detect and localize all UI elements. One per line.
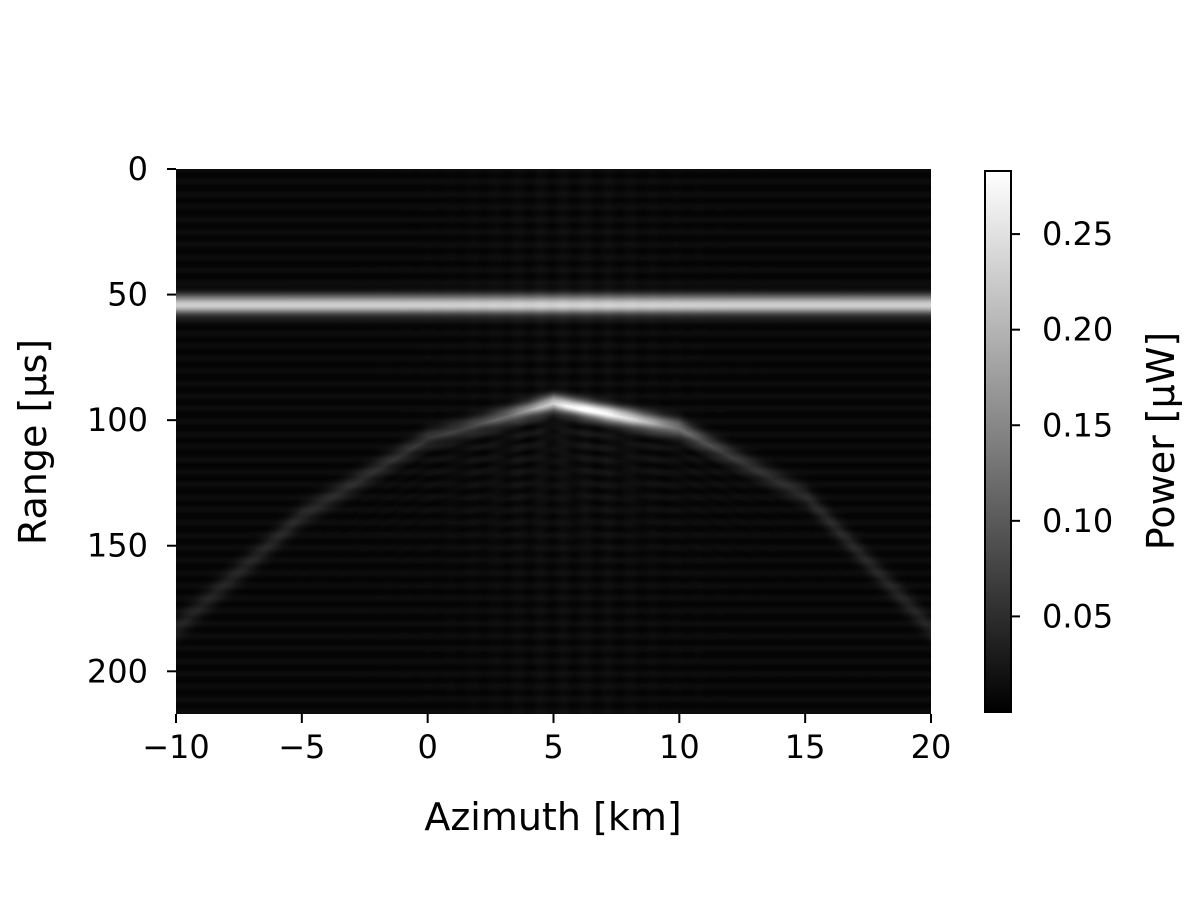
x-tick-label: 10	[659, 728, 700, 766]
x-tick-label: 0	[417, 728, 437, 766]
y-tick-label: 50	[107, 276, 148, 314]
colorbar-tick-label: 0.20	[1042, 311, 1113, 349]
x-tick-label: 5	[543, 728, 563, 766]
x-tick-label: 15	[785, 728, 826, 766]
colorbar-gradient	[985, 171, 1011, 712]
colorbar-ticks: 0.05 0.10 0.15 0.20 0.25	[1011, 215, 1113, 635]
colorbar-tick-label: 0.05	[1042, 597, 1113, 635]
y-tick-label: 100	[87, 401, 148, 439]
colorbar-label: Power [µW]	[1139, 332, 1183, 550]
x-tick-label: −10	[142, 728, 210, 766]
colorbar-tick-label: 0.10	[1042, 502, 1113, 540]
colorbar-tick-label: 0.25	[1042, 215, 1113, 253]
y-axis-ticks: 0 50 100 150 200	[87, 150, 176, 690]
radargram-image	[176, 169, 931, 714]
x-tick-label: −5	[278, 728, 325, 766]
y-axis-label: Range [µs]	[11, 339, 55, 545]
x-axis-label: Azimuth [km]	[424, 795, 681, 839]
y-tick-label: 150	[87, 527, 148, 565]
y-tick-label: 0	[128, 150, 148, 188]
x-tick-label: 20	[911, 728, 952, 766]
colorbar-tick-label: 0.15	[1042, 406, 1113, 444]
colorbar-frame	[984, 170, 1012, 713]
y-tick-label: 200	[87, 652, 148, 690]
x-axis-ticks: −10 −5 0 5 10 15 20	[142, 714, 951, 766]
